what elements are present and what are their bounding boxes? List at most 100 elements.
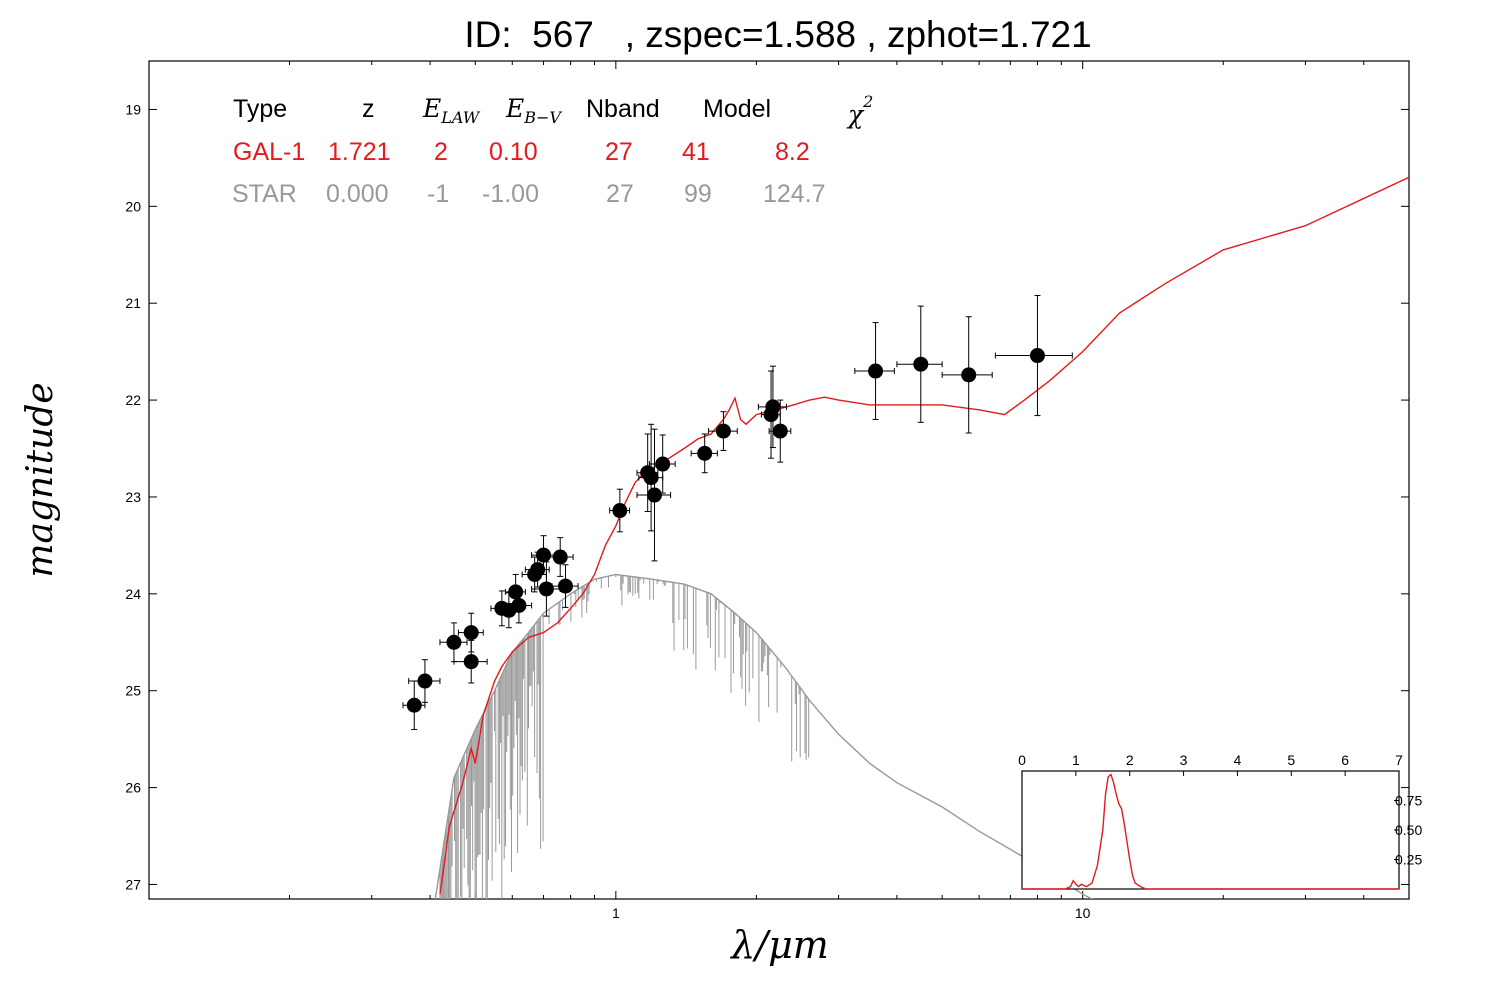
data-point <box>648 434 676 494</box>
y-tick-label: 27 <box>125 876 141 892</box>
table-header-chi2: χ2 <box>846 92 873 129</box>
data-point <box>690 433 718 474</box>
data-point <box>636 428 672 562</box>
inset-curve-layer <box>1022 773 1399 890</box>
data-point <box>760 370 781 459</box>
data-marker <box>508 584 524 600</box>
inset-y-tick-label: 0.50 <box>1395 822 1422 838</box>
row-gal-ebv: 0.10 <box>489 138 538 166</box>
data-point <box>941 316 993 434</box>
row-gal-type: GAL-1 <box>233 138 305 166</box>
data-marker <box>697 445 713 461</box>
pdf-curve <box>1022 773 1399 890</box>
data-marker <box>868 363 884 379</box>
data-marker <box>463 654 479 670</box>
inset-x-tick-label: 4 <box>1234 752 1242 768</box>
row-star-model: 99 <box>684 180 712 208</box>
table-row-gal: GAL-1 1.721 2 0.10 27 41 8.2 <box>233 138 810 166</box>
data-point <box>994 294 1073 417</box>
data-point <box>453 639 488 684</box>
data-marker <box>417 673 433 689</box>
row-gal-z: 1.721 <box>328 138 391 166</box>
data-marker <box>530 562 546 578</box>
table-header-elaw: ELAW <box>422 94 481 127</box>
table-header-ebv: EB−V <box>505 94 562 127</box>
row-gal-elaw: 2 <box>434 138 448 166</box>
data-marker <box>446 634 462 650</box>
inset-frame <box>1021 770 1400 890</box>
inset-ticks: 0 1 2 3 4 5 6 7 0.25 0.50 0.75 <box>1018 752 1422 868</box>
inset-x-tick-label: 1 <box>1072 752 1080 768</box>
plot-frame <box>148 60 1410 900</box>
table-header-model: Model <box>703 95 771 123</box>
data-marker <box>612 503 628 519</box>
inset-x-tick-label: 0 <box>1018 752 1026 768</box>
x-axis-label: λ/μm <box>729 923 829 967</box>
table-header-z: z <box>362 95 375 123</box>
data-marker <box>1029 348 1045 364</box>
row-star-chi2: 124.7 <box>763 180 826 208</box>
data-marker <box>538 581 554 597</box>
inset-y-tick-label: 0.75 <box>1395 793 1422 809</box>
row-gal-chi2: 8.2 <box>775 138 810 166</box>
data-point <box>531 561 561 617</box>
data-marker <box>557 578 573 594</box>
table-row-star: STAR 0.000 -1 -1.00 27 99 124.7 <box>232 180 826 208</box>
data-marker <box>913 356 929 372</box>
data-point <box>504 587 533 624</box>
star-absorption-lines <box>439 574 810 899</box>
row-star-z: 0.000 <box>326 180 389 208</box>
table-header-nband: Nband <box>586 95 660 123</box>
data-marker <box>406 697 422 713</box>
data-marker <box>655 456 671 472</box>
row-gal-nband: 27 <box>605 138 633 166</box>
galaxy-model-line <box>439 176 1409 895</box>
y-tick-label: 25 <box>125 683 141 699</box>
data-point <box>609 488 631 533</box>
inset-x-tick-label: 3 <box>1180 752 1188 768</box>
data-marker <box>715 423 731 439</box>
table-header-type: Type <box>233 95 287 123</box>
data-marker <box>961 367 977 383</box>
data-point <box>896 305 943 423</box>
row-star-nband: 27 <box>606 180 634 208</box>
row-gal-model: 41 <box>682 138 710 166</box>
data-point <box>638 423 664 532</box>
data-point <box>439 622 468 663</box>
y-tick-label: 21 <box>125 295 141 311</box>
chart-title: ID: 567 , zspec=1.588 , zphot=1.721 <box>464 14 1092 55</box>
inset-x-tick-label: 7 <box>1395 752 1403 768</box>
y-tick-label: 19 <box>125 101 141 117</box>
row-star-ebv: -1.00 <box>482 180 539 208</box>
data-point <box>545 537 574 577</box>
data-point <box>408 659 441 703</box>
data-point <box>854 322 895 420</box>
y-axis-label: magnitude <box>20 382 61 577</box>
redshift-pdf-inset: 0 1 2 3 4 5 6 7 0.25 0.50 0.75 <box>1018 752 1422 890</box>
y-tick-label: 26 <box>125 780 141 796</box>
data-marker <box>772 423 788 439</box>
data-marker <box>463 625 479 641</box>
y-tick-label: 24 <box>125 586 141 602</box>
data-marker <box>511 597 527 613</box>
data-marker <box>646 487 662 503</box>
data-marker <box>536 547 552 563</box>
data-marker <box>552 549 568 565</box>
data-point <box>768 399 792 463</box>
y-tick-label: 22 <box>125 392 141 408</box>
data-point <box>757 365 787 449</box>
galaxy-model-layer <box>439 176 1409 895</box>
y-tick-label: 23 <box>125 489 141 505</box>
y-tick-label: 20 <box>125 198 141 214</box>
inset-x-tick-label: 6 <box>1341 752 1349 768</box>
row-star-type: STAR <box>232 180 297 208</box>
photometry-points <box>402 294 1073 730</box>
inset-x-tick-label: 2 <box>1126 752 1134 768</box>
inset-x-tick-label: 5 <box>1287 752 1295 768</box>
data-marker <box>765 399 781 415</box>
data-point <box>551 564 579 608</box>
data-point <box>708 411 738 451</box>
row-star-elaw: -1 <box>427 180 449 208</box>
